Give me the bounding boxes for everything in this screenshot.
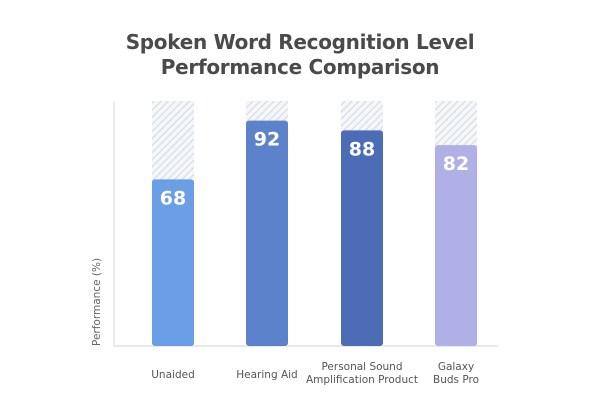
- bar: [341, 130, 383, 346]
- x-tick-label: Unaided: [151, 369, 194, 381]
- chart-title-line-2: Performance Comparison: [160, 55, 440, 79]
- x-tick-label: Galaxy: [438, 361, 474, 373]
- bar: [152, 179, 194, 346]
- x-tick-label: Buds Pro: [433, 374, 479, 386]
- y-axis-label: Performance (%): [91, 258, 103, 346]
- chart-title-line-1: Spoken Word Recognition Level: [125, 30, 475, 54]
- bar: [435, 145, 477, 346]
- chart-title: Spoken Word Recognition Level Performanc…: [0, 30, 600, 80]
- data-label: 88: [349, 138, 375, 160]
- bar: [246, 120, 288, 346]
- x-tick-label: Personal Sound: [321, 361, 402, 373]
- data-label: 68: [160, 187, 186, 209]
- data-label: 92: [254, 129, 280, 151]
- x-tick-label: Hearing Aid: [236, 369, 297, 381]
- x-tick-label: Amplification Product: [306, 374, 418, 386]
- data-label: 82: [443, 153, 469, 175]
